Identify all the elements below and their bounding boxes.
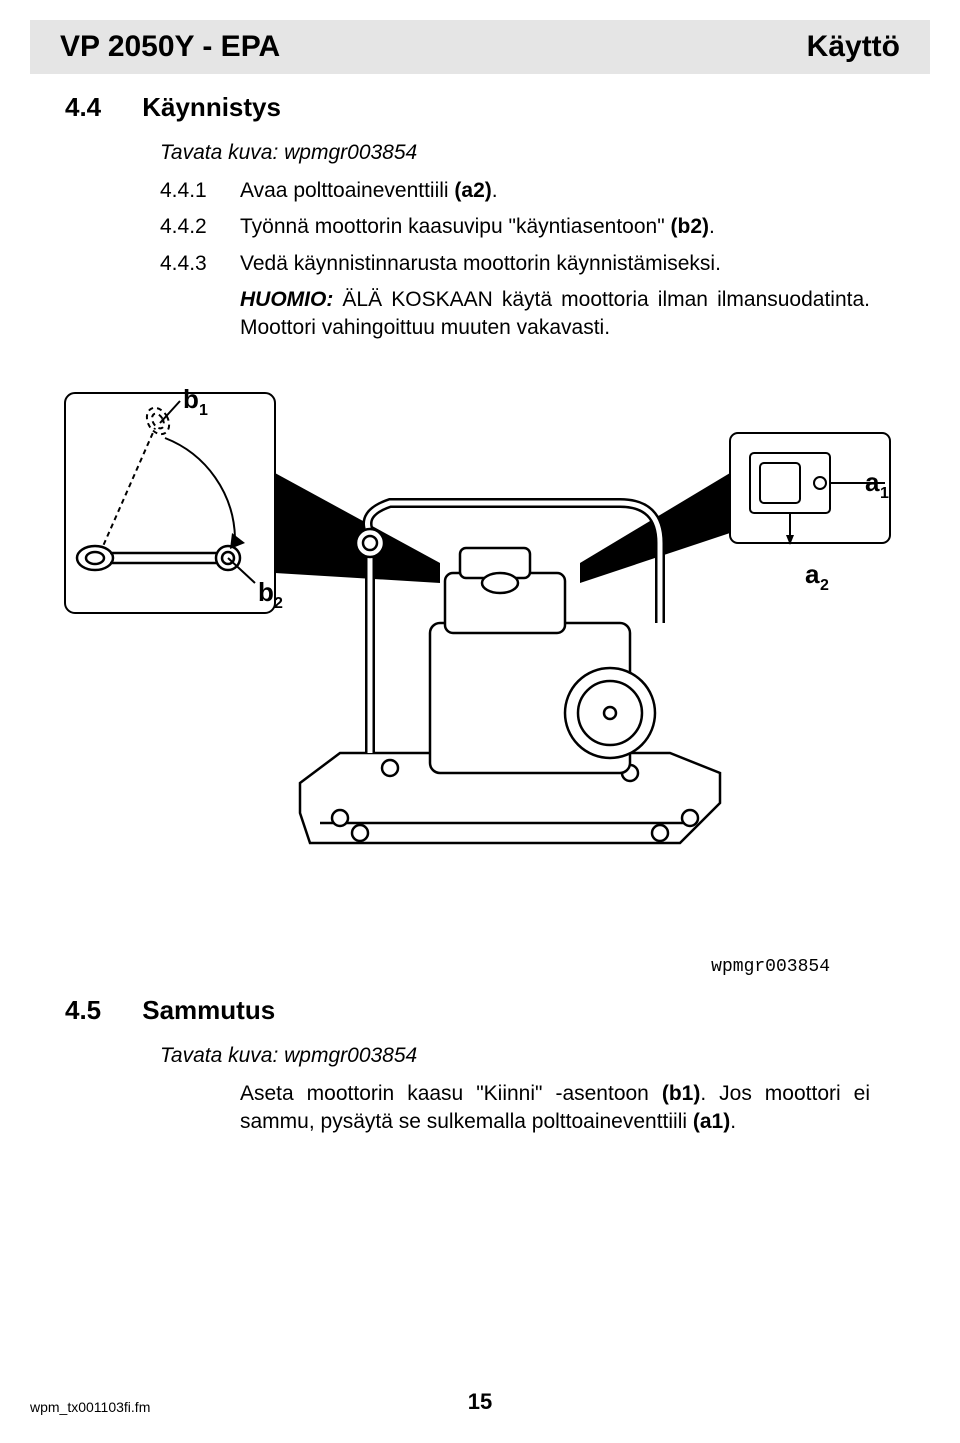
page: VP 2050Y - EPA Käyttö 4.4 Käynnistys Tav…	[0, 20, 960, 1443]
para-4-4-1: 4.4.1 Avaa polttoaineventtiili (a2).	[160, 177, 870, 205]
model-label: VP 2050Y - EPA	[60, 30, 280, 64]
para-text-part: Työnnä moottorin kaasuvipu "käyntiasento…	[240, 215, 671, 238]
para-text-part: Vedä käynnistinnarusta moottorin käynnis…	[240, 252, 721, 275]
para-4-5: Aseta moottorin kaasu "Kiinni" -asentoon…	[240, 1080, 870, 1137]
ref-bold: (a1)	[693, 1110, 730, 1133]
section-heading-1: 4.4 Käynnistys	[65, 92, 930, 123]
para-4-4-2: 4.4.2 Työnnä moottorin kaasuvipu "käynti…	[160, 213, 870, 241]
label-b1: b	[183, 384, 199, 414]
para-text: Avaa polttoaineventtiili (a2).	[240, 177, 870, 205]
section-number-2: 4.5	[65, 995, 135, 1026]
section-body-2: Tavata kuva: wpmgr003854 Aseta moottorin…	[160, 1044, 870, 1137]
para-text-part: .	[730, 1110, 736, 1133]
page-header: VP 2050Y - EPA Käyttö	[30, 20, 930, 74]
label-a1: a	[865, 467, 880, 497]
para-text: Vedä käynnistinnarusta moottorin käynnis…	[240, 250, 870, 278]
footer-page-number: 15	[468, 1389, 492, 1415]
para-num: 4.4.1	[160, 177, 240, 205]
ref-bold: (a2)	[454, 179, 491, 202]
para-num: 4.4.2	[160, 213, 240, 241]
label-b2-sub: 2	[274, 595, 283, 612]
para-text: Työnnä moottorin kaasuvipu "käyntiasento…	[240, 213, 870, 241]
note-text: ÄLÄ KOSKAAN käytä moottoria ilman ilmans…	[240, 288, 870, 339]
ref-bold: (b1)	[662, 1082, 701, 1105]
label-a2: a	[805, 559, 820, 589]
section-body-1: Tavata kuva: wpmgr003854 4.4.1 Avaa polt…	[160, 141, 870, 343]
page-footer: wpm_tx001103fi.fm 15	[30, 1399, 930, 1415]
section-label: Käyttö	[807, 30, 900, 64]
note-label: HUOMIO:	[240, 288, 333, 311]
label-a1-sub: 1	[880, 485, 889, 502]
para-4-4-3: 4.4.3 Vedä käynnistinnarusta moottorin k…	[160, 250, 870, 278]
note-block: HUOMIO: ÄLÄ KOSKAAN käytä moottoria ilma…	[240, 286, 870, 343]
ref-bold: (b2)	[671, 215, 710, 238]
label-b2: b	[258, 577, 274, 607]
section-title-2: Sammutus	[142, 995, 275, 1025]
figure-caption-2: Tavata kuva: wpmgr003854	[160, 1044, 870, 1068]
figure-illustration: b 1 b 2 a 1 a 2	[60, 373, 900, 953]
section-title-1: Käynnistys	[142, 92, 281, 122]
machine-diagram-svg: b 1 b 2 a 1 a 2	[60, 373, 900, 953]
footer-filename: wpm_tx001103fi.fm	[30, 1399, 150, 1415]
para-text-part: .	[709, 215, 715, 238]
label-a2-sub: 2	[820, 577, 829, 594]
label-b1-sub: 1	[199, 402, 208, 419]
figure-id-label: wpmgr003854	[0, 957, 830, 977]
section-heading-2: 4.5 Sammutus	[65, 995, 930, 1026]
para-text-part: Avaa polttoaineventtiili	[240, 179, 454, 202]
para-num: 4.4.3	[160, 250, 240, 278]
para-text-part: .	[492, 179, 498, 202]
section-number-1: 4.4	[65, 92, 135, 123]
figure-caption-1: Tavata kuva: wpmgr003854	[160, 141, 870, 165]
para-text-part: Aseta moottorin kaasu "Kiinni" -asentoon	[240, 1082, 662, 1105]
